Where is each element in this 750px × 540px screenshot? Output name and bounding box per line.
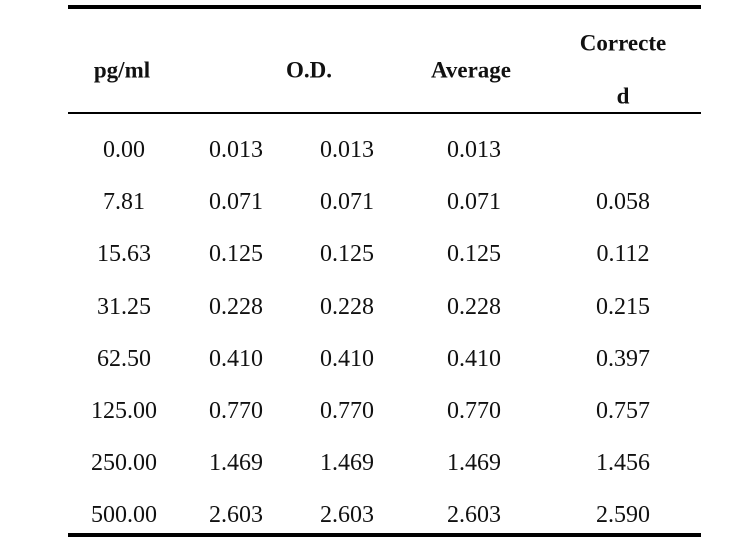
cell-corrected: 0.397 [596,345,650,372]
header-corrected-line2: d [616,83,630,109]
cell-average: 2.603 [447,502,501,529]
cell-corrected: 0.757 [596,398,650,424]
cell-od-2: 2.603 [320,502,374,529]
cell-od-1: 0.125 [209,241,263,268]
cell-average: 0.071 [447,189,501,216]
cell-od-2: 0.071 [320,189,374,216]
cell-od-1: 0.071 [209,189,263,216]
cell-od-2: 0.770 [320,398,374,424]
cell-od-2: 0.125 [320,241,374,268]
cell-od-1: 2.603 [209,502,263,529]
cell-concentration: 500.00 [91,502,157,529]
cell-od-2: 0.228 [320,293,374,320]
cell-average: 0.770 [447,398,501,424]
header-concentration: pg/ml [93,57,151,83]
cell-concentration: 31.25 [97,293,151,320]
cell-od-2: 1.469 [320,450,374,477]
cell-corrected: 0.215 [596,293,650,320]
cell-average: 0.125 [447,241,501,268]
cell-corrected: 0.058 [596,189,650,216]
cell-concentration: 250.00 [91,450,157,477]
cell-concentration: 7.81 [103,189,145,216]
cell-average: 1.469 [447,450,501,477]
cell-average: 0.410 [447,345,501,372]
cell-od-2: 0.410 [320,345,374,372]
table-bottom-rule [68,533,701,537]
table-header-rule [68,112,701,114]
cell-od-2: 0.013 [320,137,374,163]
header-od: O.D. [286,57,332,83]
cell-average: 0.013 [447,137,501,163]
cell-corrected: 0.112 [596,241,650,268]
cell-corrected: 2.590 [596,502,650,529]
cell-average: 0.228 [447,293,501,320]
cell-od-1: 0.228 [209,293,263,320]
cell-concentration: 15.63 [97,241,151,268]
cell-concentration: 125.00 [91,398,157,424]
header-average: Average [430,57,512,83]
cell-od-1: 0.410 [209,345,263,372]
cell-concentration: 0.00 [103,137,145,163]
cell-concentration: 62.50 [97,345,151,372]
cell-corrected: 1.456 [596,450,650,477]
table-top-rule [68,5,701,9]
cell-od-1: 0.770 [209,398,263,424]
header-corrected-line1: Correcte [579,30,667,56]
cell-od-1: 1.469 [209,450,263,477]
cell-od-1: 0.013 [209,137,263,163]
